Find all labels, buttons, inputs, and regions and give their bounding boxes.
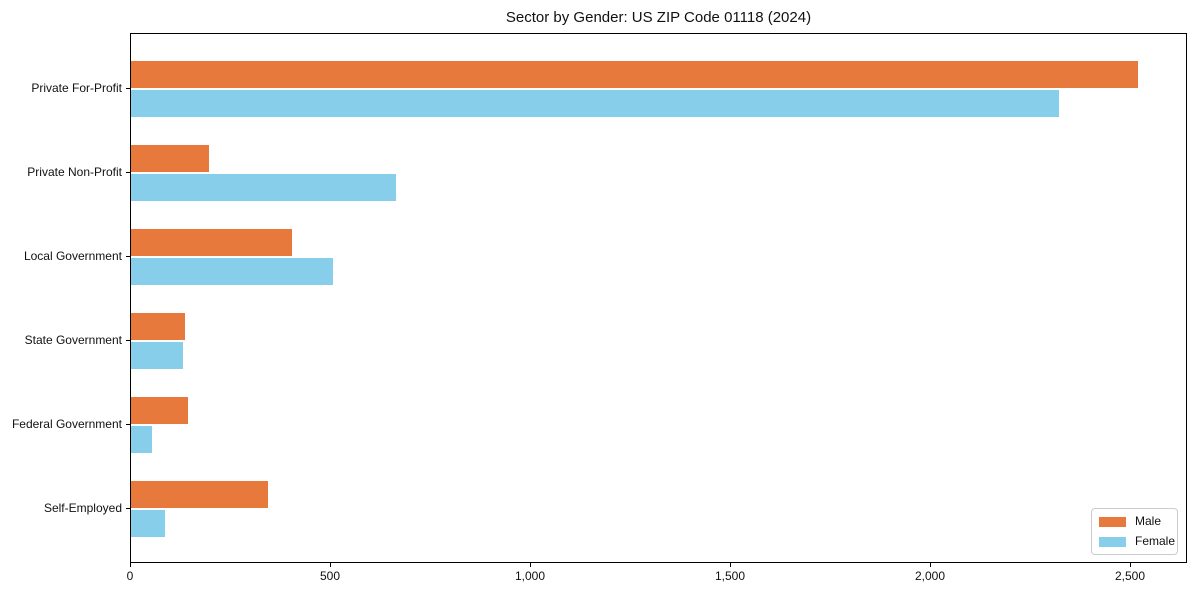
bar-male-self-employed: [131, 481, 268, 508]
x-tick-mark-0: [130, 563, 131, 567]
y-tick-label-self-employed: Self-Employed: [43, 501, 122, 515]
x-tick-label-1,000: 1,000: [514, 569, 546, 583]
chart-title: Sector by Gender: US ZIP Code 01118 (202…: [505, 9, 812, 26]
bar-female-private-for-profit: [131, 90, 1059, 117]
x-tick-label-0: 0: [126, 569, 134, 583]
bar-male-federal-government: [131, 397, 188, 424]
bar-female-state-government: [131, 342, 183, 369]
legend: Male Female: [1091, 508, 1178, 555]
x-tick-mark-2,500: [1130, 563, 1131, 567]
legend-swatch-male-icon: [1099, 516, 1126, 527]
y-tick-mark-local-government: [126, 256, 130, 257]
y-tick-label-private-non-profit: Private Non-Profit: [27, 165, 122, 179]
y-tick-label-federal-government: Federal Government: [11, 417, 122, 431]
y-tick-label-private-for-profit: Private For-Profit: [31, 81, 122, 95]
legend-item-female: Female: [1099, 535, 1175, 548]
x-tick-mark-500: [330, 563, 331, 567]
bar-female-self-employed: [131, 510, 165, 537]
y-tick-mark-private-non-profit: [126, 172, 130, 173]
legend-label-female: Female: [1135, 534, 1176, 548]
y-tick-mark-federal-government: [126, 424, 130, 425]
bar-female-local-government: [131, 258, 333, 285]
x-tick-label-1,500: 1,500: [714, 569, 746, 583]
bar-female-federal-government: [131, 426, 152, 453]
x-tick-mark-1,000: [530, 563, 531, 567]
legend-label-male: Male: [1135, 514, 1162, 528]
bar-male-private-non-profit: [131, 145, 209, 172]
legend-swatch-female-icon: [1099, 536, 1126, 547]
y-tick-mark-private-for-profit: [126, 88, 130, 89]
plot-area: [130, 33, 1187, 563]
x-tick-label-2,500: 2,500: [1114, 569, 1146, 583]
legend-item-male: Male: [1099, 515, 1170, 528]
bar-female-private-non-profit: [131, 174, 396, 201]
bar-male-state-government: [131, 313, 185, 340]
y-tick-mark-self-employed: [126, 508, 130, 509]
y-tick-label-state-government: State Government: [24, 333, 122, 347]
y-tick-mark-state-government: [126, 340, 130, 341]
x-tick-mark-1,500: [730, 563, 731, 567]
bar-male-private-for-profit: [131, 61, 1138, 88]
bar-male-local-government: [131, 229, 292, 256]
x-tick-label-500: 500: [319, 569, 341, 583]
y-tick-label-local-government: Local Government: [23, 249, 122, 263]
x-tick-label-2,000: 2,000: [914, 569, 946, 583]
x-tick-mark-2,000: [930, 563, 931, 567]
